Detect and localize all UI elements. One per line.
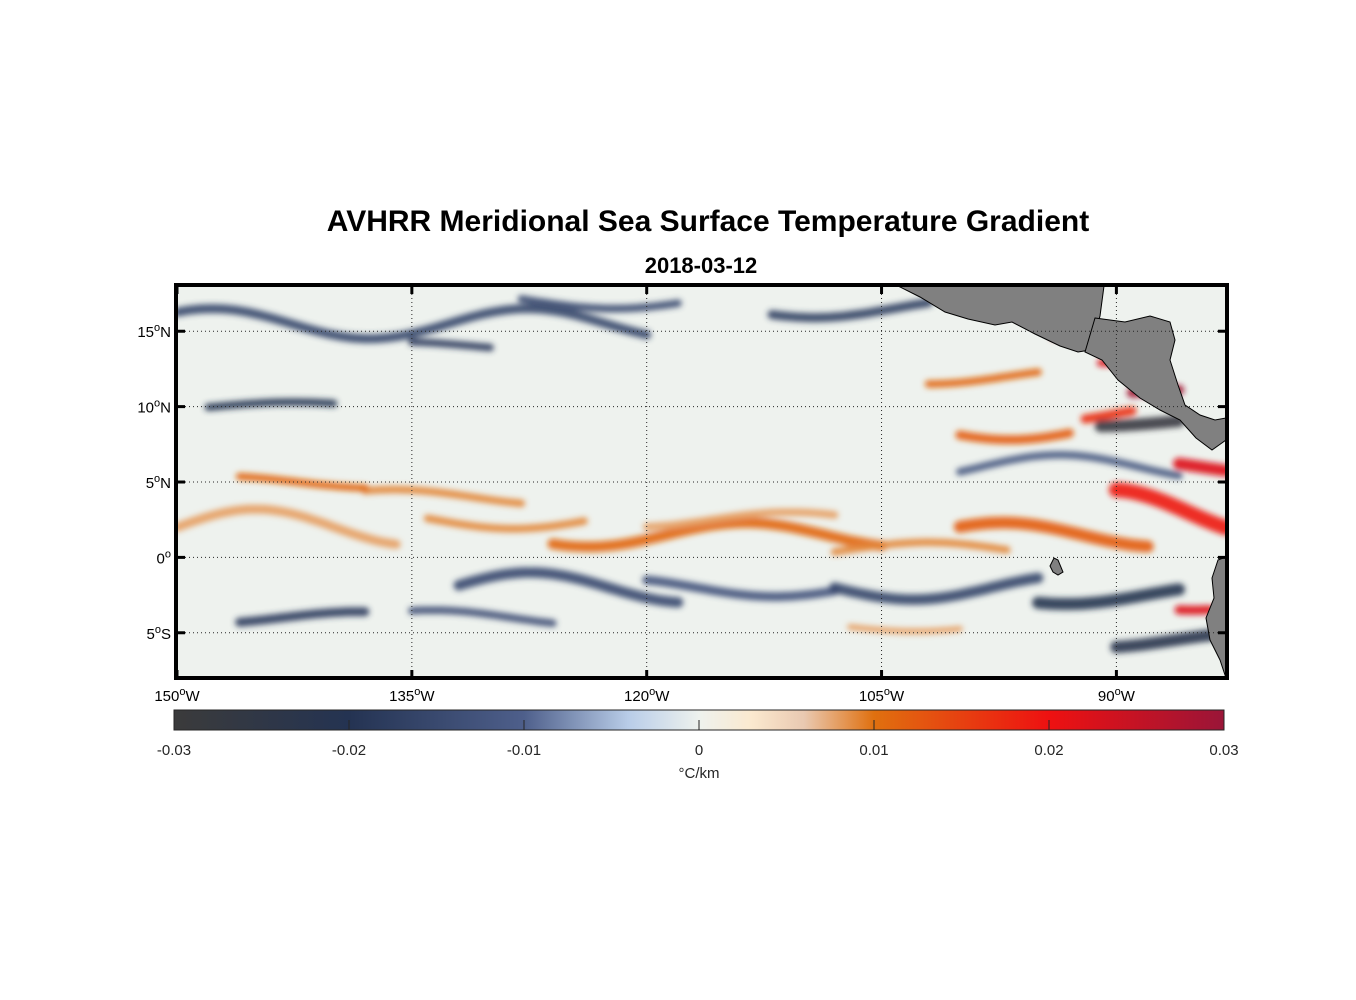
positive-gradient-band bbox=[1172, 457, 1226, 477]
positive-gradient-band bbox=[1174, 605, 1215, 615]
positive-gradient-band bbox=[361, 485, 526, 508]
land-south-america bbox=[1205, 556, 1226, 678]
latitude-label: 5oS bbox=[147, 624, 171, 643]
longitude-label: 135oW bbox=[389, 686, 435, 705]
longitude-labels: 150oW 135oW 120oW 105oW 90oW bbox=[154, 686, 1135, 705]
positive-gradient-band bbox=[423, 514, 588, 533]
colorbar-tick-label: -0.02 bbox=[332, 742, 366, 759]
negative-gradient-band bbox=[1110, 629, 1217, 654]
latitude-label: 10oN bbox=[137, 398, 171, 417]
map-area bbox=[177, 286, 1226, 678]
colorbar-tick-label: 0 bbox=[695, 742, 703, 759]
positive-gradient-band bbox=[547, 517, 887, 553]
negative-gradient-band bbox=[1094, 414, 1186, 433]
positive-gradient-band bbox=[924, 368, 1042, 388]
colorbar-tick-label: -0.03 bbox=[157, 742, 191, 759]
land-galapagos bbox=[1049, 557, 1064, 576]
negative-gradient-band bbox=[517, 295, 682, 313]
colorbar-labels: -0.03 -0.02 -0.01 0 0.01 0.02 0.03 bbox=[157, 742, 1239, 759]
colorbar: -0.03 -0.02 -0.01 0 0.01 0.02 0.03 °C/km bbox=[157, 709, 1239, 782]
latitude-labels: 15oN 10oN 5oN 0o 5oS bbox=[137, 322, 171, 643]
map-grid bbox=[177, 286, 1226, 678]
land-central-america-isthmus bbox=[1084, 315, 1226, 451]
positive-gradient-band bbox=[177, 504, 401, 549]
negative-gradient-band bbox=[235, 607, 370, 627]
longitude-label: 105oW bbox=[859, 686, 905, 705]
colorbar-tick-label: -0.01 bbox=[507, 742, 541, 759]
negative-gradient-band bbox=[453, 567, 684, 608]
map-frame bbox=[174, 283, 1229, 680]
negative-gradient-band bbox=[829, 572, 1044, 605]
negative-gradient-band bbox=[767, 298, 933, 323]
positive-gradient-band bbox=[642, 508, 839, 531]
positive-gradient-band bbox=[847, 624, 963, 635]
longitude-label: 120oW bbox=[624, 686, 670, 705]
colorbar-tick-label: 0.03 bbox=[1209, 742, 1238, 759]
map-subtitle: 2018-03-12 bbox=[644, 253, 758, 278]
negative-gradient-band bbox=[642, 575, 840, 602]
positive-gradient-band bbox=[955, 428, 1074, 445]
negative-gradient-band bbox=[408, 338, 494, 352]
negative-gradient-band bbox=[408, 606, 557, 627]
positive-gradient-band bbox=[1080, 406, 1137, 424]
positive-gradient-band bbox=[830, 538, 1011, 556]
negative-gradient-band bbox=[1032, 583, 1186, 611]
land-central-america bbox=[897, 286, 1105, 353]
latitude-label: 15oN bbox=[137, 322, 171, 341]
latitude-label: 0o bbox=[157, 548, 171, 567]
land-layer bbox=[897, 286, 1226, 678]
negative-gradient-band bbox=[956, 451, 1183, 480]
latitude-label: 5oN bbox=[146, 473, 171, 492]
positive-gradient-band bbox=[235, 472, 369, 492]
colorbar-unit-label: °C/km bbox=[679, 765, 720, 782]
map-title: AVHRR Meridional Sea Surface Temperature… bbox=[326, 205, 1090, 238]
positive-gradient-band bbox=[1108, 482, 1226, 536]
map-frame-ticks bbox=[175, 286, 1226, 678]
longitude-label: 150oW bbox=[154, 686, 200, 705]
negative-gradient-band bbox=[204, 398, 338, 411]
longitude-label: 90oW bbox=[1098, 686, 1136, 705]
colorbar-tick-label: 0.01 bbox=[859, 742, 888, 759]
colorbar-tick-label: 0.02 bbox=[1034, 742, 1063, 759]
negative-gradient-band bbox=[177, 304, 652, 344]
colorbar-ticks bbox=[173, 720, 1225, 730]
